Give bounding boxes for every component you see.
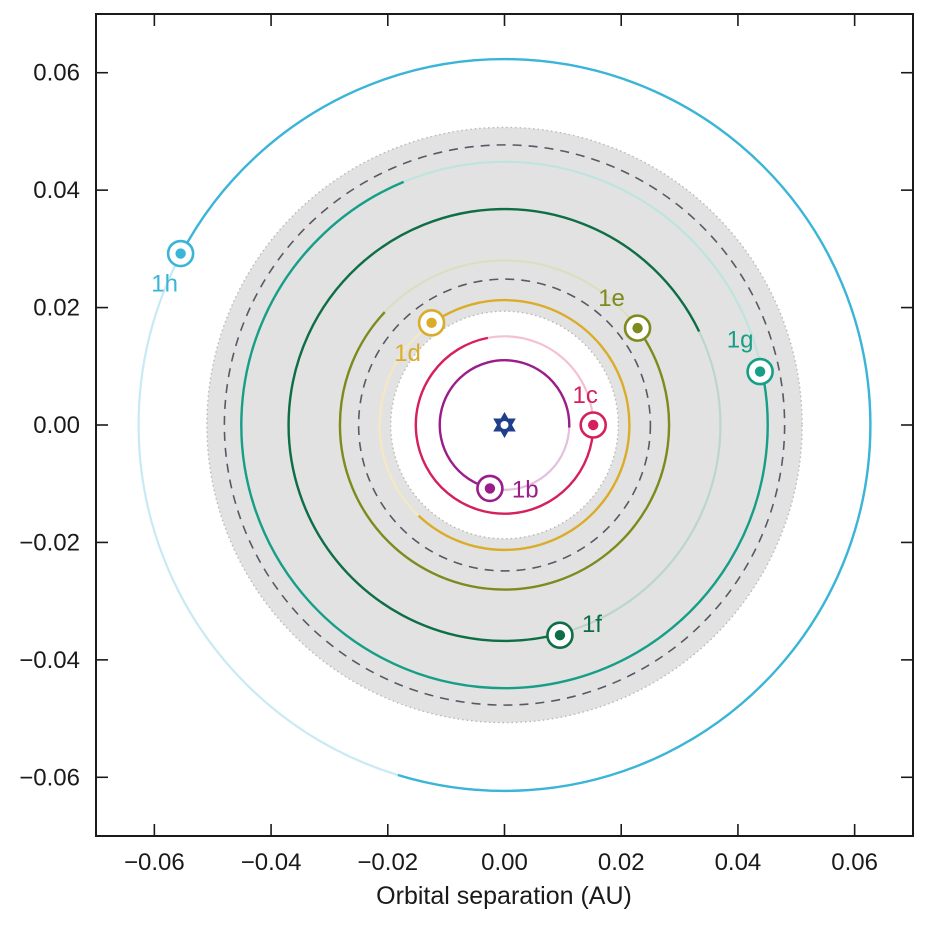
planet-1c-label: 1c [573,382,598,409]
planet-1f-label: 1f [582,611,602,638]
y-tick-label-3: 0.00 [33,412,80,439]
star-center [500,421,509,429]
planet-1e: 1e [598,285,652,342]
orbit-1g-trail [240,180,769,690]
orbit-1e-trail [338,311,671,591]
planets-layer: 1b 1c 1d 1e 1f 1g 1h [151,239,774,649]
x-tick-label-6: 0.06 [831,849,878,876]
planet-1e-label: 1e [598,285,625,312]
orbits-layer [137,57,872,793]
planet-1b-dot [484,483,496,494]
planet-1d-dot [426,317,437,329]
x-tick-label-0: −0.06 [124,849,185,876]
planet-1g-label: 1g [727,327,754,354]
planet-1d: 1d [394,309,446,367]
orbit-1h-trail [179,57,872,793]
planet-1c: 1c [573,382,608,439]
orbit-1b-trail [438,359,571,490]
habitable-zone-dashed-circle-1 [357,278,652,572]
habitable-zone-band [206,127,803,723]
planet-1g-dot [754,366,766,377]
ticks-layer: −0.06 −0.04 −0.02 0.00 0.02 0.04 0.06 0.06 0.04 0… [19,14,913,876]
planet-1f-dot [554,629,566,641]
x-tick-label-5: 0.04 [715,849,762,876]
x-tick-label-2: −0.02 [357,849,418,876]
y-tick-label-1: 0.04 [33,177,80,204]
planet-1h: 1h [151,239,195,298]
x-tick-label-1: −0.04 [241,849,302,876]
planet-1h-dot [175,248,186,259]
habitable-zone-layer [206,126,803,724]
habitable-zone-outer-edge [206,126,803,724]
habitable-zone-inner-edge [390,310,619,540]
planet-1d-label: 1d [394,340,421,367]
habitable-zone-dashed-circle-2 [223,144,786,706]
planet-1f: 1f [546,611,602,649]
x-axis-title: Orbital separation (AU) [376,882,632,910]
planet-1h-label: 1h [151,271,178,298]
orbit-1c-trail [414,336,595,515]
y-tick-label-6: −0.06 [19,764,80,791]
planet-1c-dot [588,419,599,431]
planet-1g: 1g [727,327,774,386]
planet-1e-dot [632,322,643,334]
y-tick-label-0: 0.06 [33,60,80,87]
star-layer [493,412,516,438]
planet-1b: 1b [476,474,539,503]
x-tick-label-3: 0.00 [481,849,528,876]
orbit-1f-trail [287,207,701,643]
y-tick-label-5: −0.04 [19,647,80,674]
planet-1b-label: 1b [512,476,539,503]
y-tick-label-4: −0.02 [19,529,80,556]
y-tick-label-2: 0.02 [33,295,80,322]
orbit-1d-trail [417,298,631,552]
x-tick-label-4: 0.02 [598,849,645,876]
